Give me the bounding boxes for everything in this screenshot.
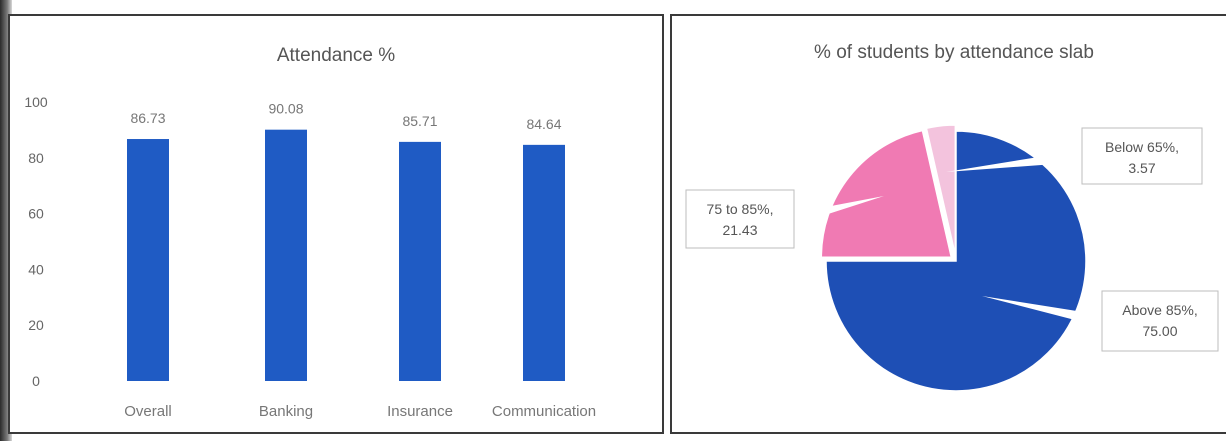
data-label-overall: 86.73 <box>130 110 165 126</box>
data-label-banking: 90.08 <box>268 101 303 117</box>
y-tick-label-0: 0 <box>32 373 40 389</box>
callout-box-2 <box>1081 127 1203 185</box>
attendance-slab-pie-chart: % of students by attendance slab Above 8… <box>685 42 1219 392</box>
attendance-bar-chart: Attendance % 0 20 40 60 80 100 86.73 Overall 90.… <box>24 45 596 420</box>
category-label-insurance: Insurance <box>387 403 453 420</box>
category-label-overall: Overall <box>124 403 172 420</box>
y-tick-label-100: 100 <box>24 94 48 110</box>
category-label-communication: Communication <box>492 403 596 420</box>
callout-label-0: Above 85%, <box>1122 302 1198 318</box>
pie-slice-1 <box>820 129 953 259</box>
callout-label-2: Below 65%, <box>1105 139 1179 155</box>
y-tick-label-20: 20 <box>28 317 44 333</box>
attendance-slab-pie-panel: % of students by attendance slab Above 8… <box>670 14 1226 434</box>
data-label-insurance: 85.71 <box>402 113 437 129</box>
bar-banking <box>265 129 307 381</box>
y-tick-label-60: 60 <box>28 206 44 222</box>
pie-slice-2 <box>925 124 957 256</box>
bar-communication <box>523 144 565 381</box>
callout-box-0 <box>1101 290 1219 352</box>
y-tick-label-40: 40 <box>28 261 44 277</box>
callout-leader-2 <box>946 150 1082 172</box>
callout-leader-0 <box>982 296 1102 327</box>
data-label-communication: 84.64 <box>526 116 561 132</box>
bar-overall <box>127 139 169 381</box>
pie-chart-title: % of students by attendance slab <box>814 42 1094 63</box>
callout-leader-1 <box>794 196 884 225</box>
callout-value-1: 21.43 <box>722 222 757 238</box>
bar-insurance <box>399 141 441 381</box>
callout-box-1 <box>685 189 795 249</box>
callout-label-1: 75 to 85%, <box>707 201 774 217</box>
category-label-banking: Banking <box>259 403 313 420</box>
attendance-bar-chart-panel: Attendance % 0 20 40 60 80 100 86.73 Overall 90.… <box>8 14 664 434</box>
callout-value-2: 3.57 <box>1128 160 1155 176</box>
callout-value-0: 75.00 <box>1142 323 1177 339</box>
bar-chart-title: Attendance % <box>277 45 395 66</box>
y-tick-label-80: 80 <box>28 150 44 166</box>
